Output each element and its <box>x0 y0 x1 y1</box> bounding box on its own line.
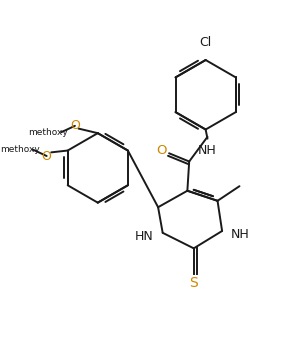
Text: Cl: Cl <box>200 36 212 49</box>
Text: S: S <box>190 276 198 290</box>
Text: methoxy: methoxy <box>0 145 40 154</box>
Text: HN: HN <box>135 230 153 243</box>
Text: NH: NH <box>198 144 217 157</box>
Text: methoxy: methoxy <box>28 128 68 137</box>
Text: O: O <box>70 119 80 132</box>
Text: NH: NH <box>231 228 250 241</box>
Text: O: O <box>157 144 167 157</box>
Text: O: O <box>42 149 52 163</box>
